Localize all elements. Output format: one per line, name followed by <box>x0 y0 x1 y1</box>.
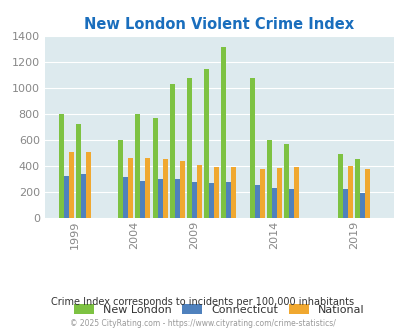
Bar <box>293 167 298 218</box>
Bar <box>254 185 259 218</box>
Bar <box>337 154 342 218</box>
Bar <box>118 140 123 218</box>
Text: © 2025 CityRating.com - https://www.cityrating.com/crime-statistics/: © 2025 CityRating.com - https://www.city… <box>70 319 335 328</box>
Bar <box>145 158 150 218</box>
Legend: New London, Connecticut, National: New London, Connecticut, National <box>69 300 368 319</box>
Bar <box>213 167 218 218</box>
Title: New London Violent Crime Index: New London Violent Crime Index <box>84 17 354 32</box>
Bar <box>158 179 162 218</box>
Bar <box>276 168 281 218</box>
Bar <box>64 176 68 218</box>
Bar <box>220 47 225 218</box>
Text: Crime Index corresponds to incidents per 100,000 inhabitants: Crime Index corresponds to incidents per… <box>51 297 354 307</box>
Bar <box>128 157 133 218</box>
Bar <box>364 169 369 218</box>
Bar <box>283 144 288 218</box>
Bar <box>208 183 213 218</box>
Bar <box>347 166 352 218</box>
Bar <box>342 189 347 218</box>
Bar <box>179 161 184 218</box>
Bar <box>85 152 90 218</box>
Bar <box>203 69 208 218</box>
Bar <box>162 159 167 218</box>
Bar <box>249 78 254 218</box>
Bar <box>75 124 80 218</box>
Bar <box>288 189 293 218</box>
Bar <box>196 165 201 218</box>
Bar <box>191 182 196 218</box>
Bar <box>140 181 145 218</box>
Bar <box>186 78 191 218</box>
Bar <box>225 182 230 218</box>
Bar <box>135 114 140 218</box>
Bar <box>271 188 276 218</box>
Bar <box>58 114 64 218</box>
Bar <box>359 193 364 218</box>
Bar <box>354 159 359 218</box>
Bar <box>230 167 235 218</box>
Bar <box>80 174 85 218</box>
Bar <box>123 177 128 218</box>
Bar <box>68 152 73 218</box>
Bar <box>169 84 175 218</box>
Bar <box>259 169 264 218</box>
Bar <box>153 118 158 218</box>
Bar <box>266 140 271 218</box>
Bar <box>175 179 179 218</box>
